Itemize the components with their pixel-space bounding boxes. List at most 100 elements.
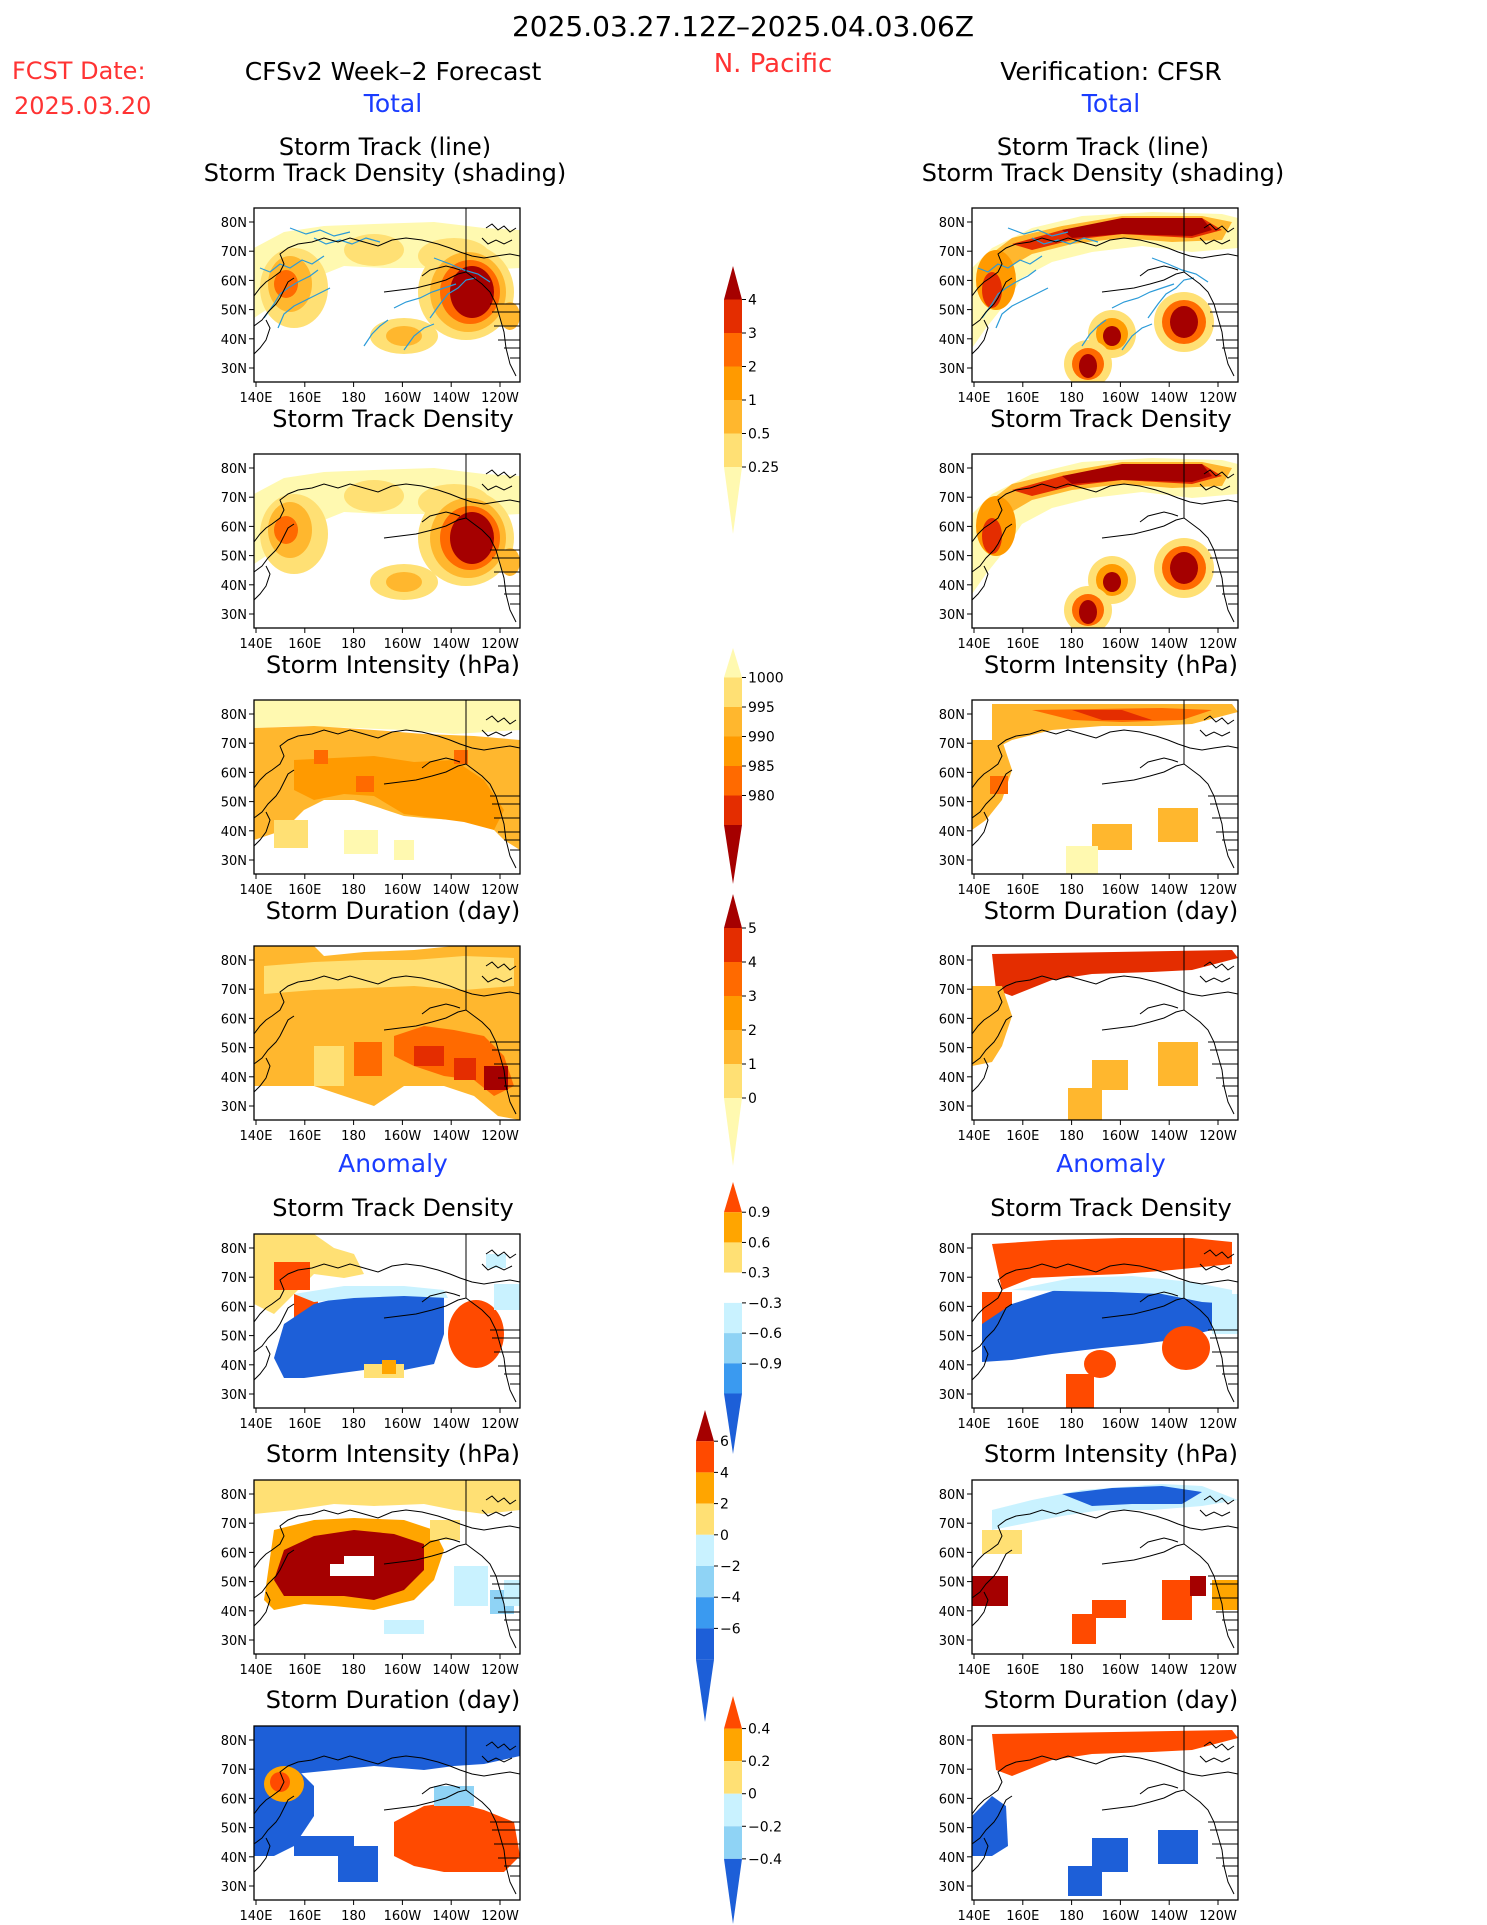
colorbar-label: 2 — [748, 1023, 757, 1039]
density-blob — [982, 272, 1002, 308]
lat-tick-label: 50N — [939, 1330, 965, 1345]
map-shading — [972, 1726, 1238, 1900]
storm-track-line — [403, 323, 435, 351]
colorbar-arrow-top — [724, 1182, 742, 1213]
lon-tick-label: 140E — [239, 1909, 272, 1924]
density-blob — [270, 1772, 290, 1792]
lon-tick-label: 160E — [288, 1129, 321, 1144]
grid-cell-block — [454, 750, 468, 764]
colorbar-label: 0.6 — [748, 1235, 770, 1251]
density-blob — [274, 270, 298, 298]
grid-cell-block — [454, 1566, 488, 1606]
forecast-title: CFSv2 Week–2 Forecast — [245, 57, 542, 86]
lon-tick-label: 140E — [957, 391, 990, 406]
arctic-islands — [1199, 961, 1235, 983]
colorbar-segment — [724, 1302, 742, 1334]
lon-tick-label: 160E — [288, 1663, 321, 1678]
lat-tick-label: 50N — [221, 1042, 247, 1057]
lat-tick-label: 70N — [221, 1763, 247, 1778]
lat-tick-label: 50N — [221, 550, 247, 565]
grid-cell-block — [314, 1046, 344, 1086]
colorbar-segment — [724, 1333, 742, 1364]
date-range-title: 2025.03.27.12Z–2025.04.03.06Z — [512, 10, 974, 43]
storm-track-line — [277, 287, 331, 329]
colorbar-segment — [724, 1761, 742, 1794]
lon-tick-label: 140W — [1150, 1909, 1188, 1924]
lat-tick-label: 80N — [221, 954, 247, 969]
colorbar-label: −0.6 — [748, 1326, 782, 1342]
lon-tick-label: 120W — [481, 391, 519, 406]
lat-tick-label: 30N — [221, 854, 247, 869]
grid-cell-block — [434, 1786, 474, 1806]
map-shading — [254, 946, 520, 1120]
grid-cell-block — [1092, 824, 1132, 850]
lon-tick-label: 140E — [957, 1663, 990, 1678]
coastline — [972, 319, 989, 355]
colorbar-label: 4 — [720, 1465, 729, 1481]
shaded-region — [254, 700, 520, 734]
coastline — [254, 1345, 271, 1381]
colorbar-arrow-bottom — [724, 1098, 742, 1166]
map-frame — [253, 699, 521, 875]
lat-tick-label: 70N — [939, 983, 965, 998]
lat-tick-label: 50N — [221, 1822, 247, 1837]
coastline — [254, 1837, 271, 1873]
lon-tick-label: 160E — [288, 1909, 321, 1924]
storm-track-line — [433, 257, 491, 283]
coastline — [254, 1015, 295, 1065]
lon-tick-label: 120W — [1199, 637, 1237, 652]
panel-title: Storm Intensity (hPa) — [984, 651, 1238, 679]
lat-tick-label: 80N — [221, 1488, 247, 1503]
panel-title: Storm Intensity (hPa) — [266, 1440, 520, 1468]
lon-tick-label: 120W — [481, 1909, 519, 1924]
coastline — [972, 1837, 989, 1873]
map-shading — [972, 1480, 1238, 1654]
colorbar-label: 1000 — [748, 671, 784, 687]
density-blob — [450, 266, 494, 318]
panel-title: Storm Track Density — [990, 1194, 1231, 1222]
coastline — [972, 1549, 1013, 1599]
grid-cell-block — [274, 820, 308, 848]
coastline — [972, 523, 1013, 573]
lon-tick-label: 120W — [1199, 883, 1237, 898]
coastline — [254, 237, 520, 297]
map-shading — [254, 1234, 520, 1408]
lat-tick-label: 30N — [221, 608, 247, 623]
coastline — [972, 729, 1238, 789]
lat-tick-label: 30N — [939, 1634, 965, 1649]
shaded-region — [992, 950, 1238, 996]
grid-cell-block — [384, 1620, 424, 1634]
coastline — [972, 1591, 989, 1627]
state-borders — [1208, 549, 1238, 605]
lat-tick-label: 40N — [221, 579, 247, 594]
colorbar-label: 2 — [720, 1497, 729, 1513]
lon-tick-label: 180 — [341, 1129, 366, 1144]
state-borders — [490, 1041, 520, 1097]
lon-tick-label: 160E — [288, 391, 321, 406]
coastline — [972, 1303, 1013, 1353]
map-frame — [253, 207, 521, 383]
density-blob — [500, 302, 520, 330]
lon-tick-label: 140E — [957, 1129, 990, 1144]
storm-track-line — [1151, 257, 1209, 283]
lat-tick-label: 80N — [221, 462, 247, 477]
storm-track-line — [363, 319, 389, 347]
lon-tick-label: 120W — [481, 1663, 519, 1678]
coastline — [972, 1755, 1238, 1815]
colorbar-label: 3 — [748, 326, 757, 342]
colorbar-label: 0.2 — [748, 1754, 770, 1770]
colorbar-segment — [724, 1363, 742, 1394]
lon-tick-label: 140W — [1150, 1129, 1188, 1144]
lat-tick-label: 80N — [939, 708, 965, 723]
arctic-islands — [1199, 1741, 1235, 1763]
grid-cell-block — [344, 830, 378, 854]
lat-tick-label: 40N — [221, 1071, 247, 1086]
panel-title: Storm Intensity (hPa) — [266, 651, 520, 679]
colorbar-arrow-top — [724, 266, 742, 300]
coastline — [254, 565, 271, 601]
grid-cell-block — [454, 1058, 476, 1080]
density-blob — [500, 548, 520, 576]
lat-tick-label: 60N — [221, 274, 247, 289]
lat-tick-label: 80N — [939, 216, 965, 231]
colorbar-arrow-bottom — [724, 467, 742, 534]
